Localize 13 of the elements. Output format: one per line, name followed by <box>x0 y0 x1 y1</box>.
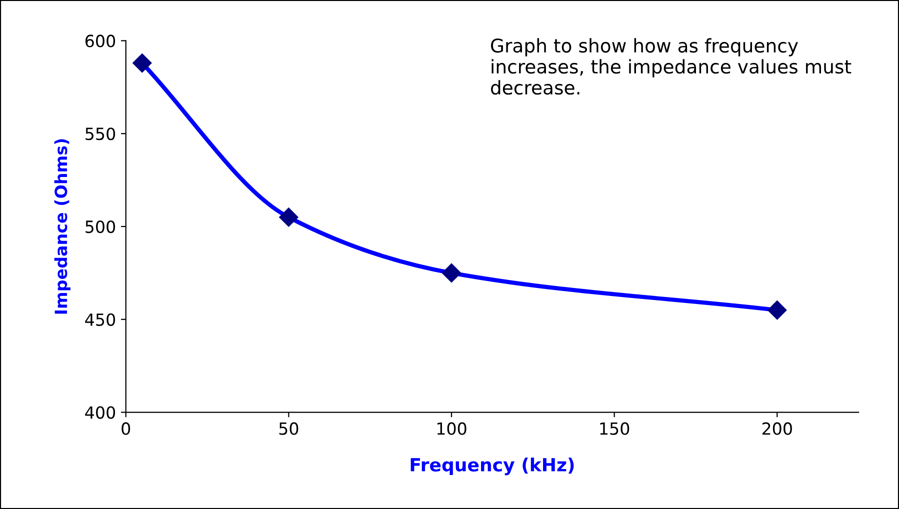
annotation: Graph to show how as frequency increases, the impedance values must decrease. <box>490 38 852 95</box>
y-tick-label: 600 <box>85 34 116 48</box>
x-tick-label: 100 <box>437 422 466 435</box>
y-tick-label: 500 <box>86 220 116 234</box>
y-tick-label: 400 <box>85 406 116 419</box>
x-tick-label: 150 <box>600 422 630 435</box>
y-tick-label: 450 <box>85 313 116 326</box>
y-axis-title: Impedance (Ohms) <box>54 139 70 314</box>
x-axis-title: Frequency (kHz) <box>410 458 574 476</box>
x-tick-label: 0 <box>122 422 130 435</box>
x-tick-label: 200 <box>762 422 792 435</box>
x-tick-label: 50 <box>279 422 298 435</box>
y-tick-label: 550 <box>86 128 116 140</box>
